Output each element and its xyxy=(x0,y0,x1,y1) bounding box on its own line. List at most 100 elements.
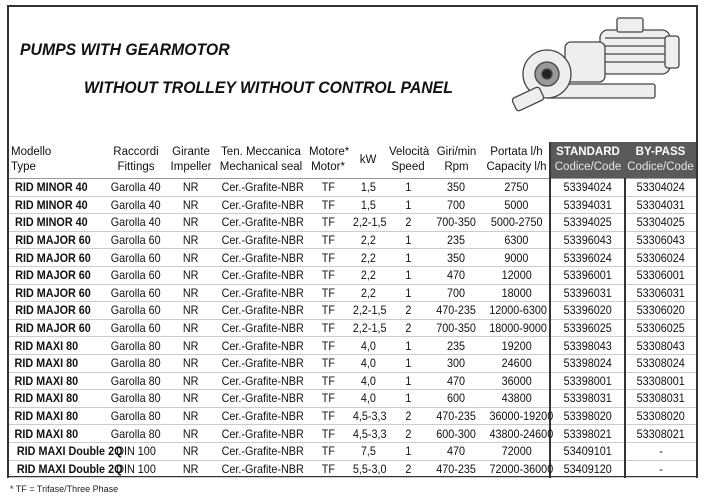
title-line-2: WITHOUT TROLLEY WITHOUT CONTROL PANEL xyxy=(84,78,453,97)
cell-text: - xyxy=(659,461,663,476)
cell-impeller: NR xyxy=(167,372,215,391)
cell-text: Cer.-Grafite-NBR xyxy=(221,444,304,459)
cell-text: 2 xyxy=(404,321,412,336)
cell-text: TF xyxy=(321,303,335,318)
cell-text: 43800 xyxy=(501,391,532,406)
cell-fittings: Garolla 60 xyxy=(105,231,167,250)
cell-text: TF xyxy=(321,444,335,459)
cell-text: 1,5 xyxy=(360,180,376,195)
cell-motor: TF xyxy=(307,336,349,355)
cell-text: Garolla 60 xyxy=(111,285,161,300)
cell-rpm: 300 xyxy=(429,354,484,373)
header-label-it: Girante xyxy=(172,146,210,158)
cell-standard-code: 53409120 xyxy=(549,460,625,479)
cell-speed: 1 xyxy=(387,196,429,215)
cell-type: RID MINOR 40 xyxy=(9,178,105,197)
cell-speed: 1 xyxy=(387,442,429,461)
cell-rpm: 470-235 xyxy=(429,407,484,426)
cell-text: 53398031 xyxy=(563,391,612,406)
cell-speed: 2 xyxy=(387,460,429,479)
header-label-en: Impeller xyxy=(170,161,212,173)
cell-rpm: 470-235 xyxy=(429,460,484,479)
header-label-it: BY-PASS xyxy=(635,146,686,158)
cell-text: RID MAXI 80 xyxy=(14,391,79,406)
cell-motor: TF xyxy=(307,231,349,250)
cell-text: 1 xyxy=(404,268,412,283)
cell-text: 53398001 xyxy=(563,373,612,388)
cell-text: 2750 xyxy=(504,180,529,195)
cell-text: NR xyxy=(183,356,199,371)
cell-text: 4,0 xyxy=(360,391,376,406)
header-label-en: Mechanical seal xyxy=(219,161,303,173)
cell-text: RID MAXI 80 xyxy=(14,338,79,353)
cell-text: 700 xyxy=(447,197,466,212)
cell-text: Garolla 80 xyxy=(111,356,161,371)
cell-impeller: NR xyxy=(167,319,215,338)
cell-fittings: Garolla 60 xyxy=(105,248,167,267)
cell-capacity: 5000 xyxy=(484,196,550,215)
cell-mechanical-seal: Cer.-Grafite-NBR xyxy=(215,319,307,338)
cell-text: TF xyxy=(321,373,335,388)
cell-text: TF xyxy=(321,250,335,265)
cell-text: RID MAXI Double 2Q xyxy=(16,461,123,476)
cell-text: Cer.-Grafite-NBR xyxy=(221,268,304,283)
cell-standard-code: 53396031 xyxy=(549,284,625,303)
cell-motor: TF xyxy=(307,248,349,267)
column-header-mechanical-seal: Ten. Meccanica Mechanical seal xyxy=(215,142,307,179)
cell-rpm: 350 xyxy=(429,178,484,197)
cell-kw: 2,2 xyxy=(349,266,387,285)
cell-type: RID MAJOR 60 xyxy=(9,231,105,250)
cell-text: Cer.-Grafite-NBR xyxy=(221,233,304,248)
cell-kw: 2,2-1,5 xyxy=(349,301,387,320)
cell-mechanical-seal: Cer.-Grafite-NBR xyxy=(215,442,307,461)
cell-rpm: 600 xyxy=(429,389,484,408)
cell-bypass-code: 53308043 xyxy=(624,336,696,355)
cell-text: Cer.-Grafite-NBR xyxy=(221,321,304,336)
cell-mechanical-seal: Cer.-Grafite-NBR xyxy=(215,389,307,408)
cell-fittings: Garolla 60 xyxy=(105,301,167,320)
cell-text: 4,5-3,3 xyxy=(352,426,387,441)
cell-fittings: Garolla 40 xyxy=(105,178,167,197)
cell-bypass-code: 53306025 xyxy=(624,319,696,338)
cell-rpm: 700-350 xyxy=(429,213,484,232)
cell-capacity: 18000-9000 xyxy=(484,319,550,338)
cell-fittings: Garolla 60 xyxy=(105,266,167,285)
cell-bypass-code: 53308001 xyxy=(624,372,696,391)
cell-text: Cer.-Grafite-NBR xyxy=(221,356,304,371)
cell-standard-code: 53398031 xyxy=(549,389,625,408)
header-row: Modello Type Raccordi Fittings Girante Impell… xyxy=(9,142,696,179)
cell-standard-code: 53396001 xyxy=(549,266,625,285)
cell-motor: TF xyxy=(307,424,349,443)
cell-mechanical-seal: Cer.-Grafite-NBR xyxy=(215,231,307,250)
cell-fittings: DIN 100 xyxy=(105,460,167,479)
cell-text: 2,2 xyxy=(360,268,376,283)
header-label-it: Raccordi xyxy=(113,146,159,158)
cell-text: 53409101 xyxy=(563,444,612,459)
cell-text: NR xyxy=(183,303,199,318)
cell-impeller: NR xyxy=(167,407,215,426)
cell-impeller: NR xyxy=(167,442,215,461)
cell-text: Cer.-Grafite-NBR xyxy=(221,250,304,265)
cell-mechanical-seal: Cer.-Grafite-NBR xyxy=(215,460,307,479)
table-row: RID MAJOR 60 Garolla 60 NR Cer.-Grafite-NBR… xyxy=(9,248,696,267)
table-row: RID MAXI 80 Garolla 80 NR Cer.-Grafite-NBR T… xyxy=(9,372,696,391)
cell-text: NR xyxy=(183,391,199,406)
cell-text: NR xyxy=(183,180,199,195)
cell-text: 470-235 xyxy=(436,303,477,318)
cell-text: 1 xyxy=(404,197,412,212)
cell-text: 53308043 xyxy=(636,338,686,353)
cell-bypass-code: 53306001 xyxy=(624,266,696,285)
cell-text: DIN 100 xyxy=(116,461,156,476)
cell-text: Garolla 60 xyxy=(111,268,161,283)
cell-text: 1 xyxy=(404,356,412,371)
header-label-en: Capacity l/h xyxy=(486,161,547,173)
cell-capacity: 12000 xyxy=(484,266,550,285)
cell-text: 53306043 xyxy=(636,233,686,248)
cell-text: 53306031 xyxy=(636,285,686,300)
cell-kw: 4,0 xyxy=(349,372,387,391)
cell-text: 4,0 xyxy=(360,356,376,371)
cell-impeller: NR xyxy=(167,266,215,285)
cell-rpm: 700 xyxy=(429,196,484,215)
header-label-en: Rpm xyxy=(444,161,469,173)
header-label-en: Speed xyxy=(391,161,425,173)
